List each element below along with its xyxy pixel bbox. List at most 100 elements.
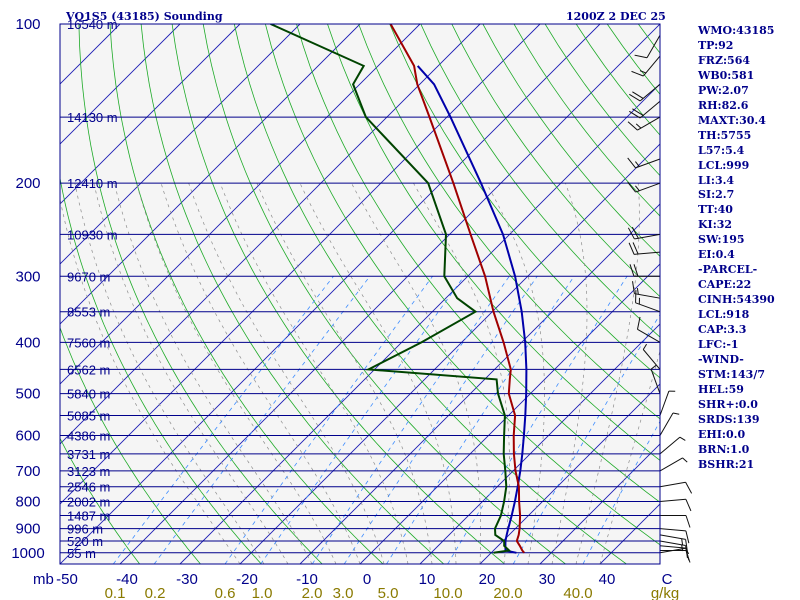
wind-barb-half-flag [682, 457, 688, 463]
wind-barb-flag [632, 91, 644, 99]
moist-adiabat-line [351, 183, 481, 564]
moist-adiabat-line [551, 183, 588, 564]
dewpoint-trace [270, 24, 512, 554]
dry-adiabat-line [389, 24, 660, 379]
wind-barb-flag [685, 539, 688, 552]
wind-barb-flag [631, 70, 644, 77]
wind-barb [659, 540, 688, 559]
index-line: KI:32 [698, 218, 733, 232]
index-line: PW:2.07 [698, 83, 749, 97]
height-label: 2546 m [67, 480, 110, 495]
moist-adiabat-line [136, 183, 337, 564]
wind-barb-flag [629, 264, 635, 277]
wind-barb [650, 364, 661, 394]
pressure-axis-label: mb [33, 571, 54, 588]
wind-barb [659, 534, 688, 552]
wind-barb-flag [627, 227, 635, 240]
index-line: CAP:3.3 [698, 323, 747, 337]
moist-adiabat-line [93, 183, 289, 564]
temperature-tick-label: 10 [419, 571, 436, 588]
index-line: -PARCEL- [698, 263, 758, 277]
moist-adiabat-line [413, 183, 510, 564]
dry-adiabat-line [140, 24, 445, 564]
temperature-tick-label: -50 [56, 571, 78, 588]
mixing-ratio-tick-label: 40.0 [563, 585, 592, 600]
wind-barb-half-flag [635, 185, 640, 192]
wind-barb-flag [632, 281, 635, 294]
index-line: TH:5755 [698, 128, 752, 142]
dry-adiabat-line [420, 24, 660, 338]
wind-barb-flag [629, 110, 641, 119]
height-label: 6562 m [67, 362, 110, 377]
index-line: LI:3.4 [698, 173, 735, 187]
wind-barb-staff [637, 116, 661, 131]
wind-barb [629, 100, 661, 119]
index-line: CINH:54390 [698, 293, 775, 307]
wind-barb-staff [650, 369, 661, 394]
wind-barb [659, 436, 686, 455]
temperature-tick-label: -10 [296, 571, 318, 588]
dry-adiabat-line [78, 24, 323, 564]
index-line: CAPE:22 [698, 278, 752, 292]
isotherm-line [60, 24, 301, 265]
dry-adiabat-line [482, 24, 660, 257]
wind-barb [659, 457, 688, 472]
wind-barb-staff [659, 534, 686, 540]
wind-barb-half-flag [642, 343, 648, 350]
isotherm-line [60, 24, 241, 205]
wind-barb-half-flag [636, 288, 639, 295]
wind-barb-staff [634, 251, 661, 255]
wind-barb-flag [685, 481, 693, 494]
moist-adiabat-line [160, 183, 361, 564]
index-line: BSHR:21 [698, 457, 755, 471]
wind-barb-flag [685, 499, 692, 512]
wind-barb [629, 264, 660, 277]
mixing-ratio-line [153, 276, 371, 564]
index-line: TP:92 [698, 38, 734, 52]
mixing-ratio-tick-label: g/kg [651, 585, 679, 600]
index-line: SW:195 [698, 233, 745, 247]
index-line: LCL:999 [698, 158, 750, 172]
temperature-trace [389, 24, 525, 554]
height-label: 4386 m [67, 428, 110, 443]
wind-barb-staff [635, 182, 661, 193]
parcel-trace [416, 65, 528, 554]
index-line: SI:2.7 [698, 188, 735, 202]
mixing-ratio-tick-label: 20.0 [493, 585, 522, 600]
pressure-tick-label: 800 [15, 494, 40, 511]
wind-barb-flag [627, 157, 636, 169]
wind-barb-half-flag [672, 412, 680, 415]
wind-barb-staff [659, 457, 683, 472]
wind-barb [659, 545, 690, 561]
mixing-ratio-tick-label: 10.0 [433, 585, 462, 600]
temperature-tick-label: 30 [539, 571, 556, 588]
temperature-tick-label: C [662, 571, 673, 588]
mixing-ratio-line [260, 276, 465, 564]
wind-barb-flag [632, 242, 639, 255]
wind-barb [659, 528, 690, 544]
pressure-tick-label: 700 [15, 463, 40, 480]
wind-barb-staff [659, 540, 686, 547]
wind-barb-staff [659, 528, 686, 532]
wind-barb-half-flag [635, 161, 640, 167]
mixing-ratio-line [343, 276, 538, 564]
wind-barb-staff [635, 158, 661, 169]
dry-adiabat-line [60, 437, 140, 564]
pressure-tick-label: 600 [15, 427, 40, 444]
pressure-tick-label: 1000 [11, 545, 44, 562]
grid-layer [60, 24, 660, 564]
temperature-tick-label: 20 [479, 571, 496, 588]
wind-barb-staff [659, 481, 686, 488]
height-label: 7560 m [67, 335, 110, 350]
isotherm-line [419, 323, 660, 564]
index-line: WB0:581 [698, 68, 755, 82]
wind-barb-flag [629, 93, 641, 102]
isotherm-line [60, 24, 61, 25]
wind-barb-flag [633, 264, 639, 277]
pressure-tick-label: 100 [15, 16, 40, 33]
dry-adiabat-line [60, 175, 262, 564]
wind-barb-staff [642, 349, 661, 370]
plot-area [60, 24, 660, 564]
wind-barb [632, 281, 661, 299]
